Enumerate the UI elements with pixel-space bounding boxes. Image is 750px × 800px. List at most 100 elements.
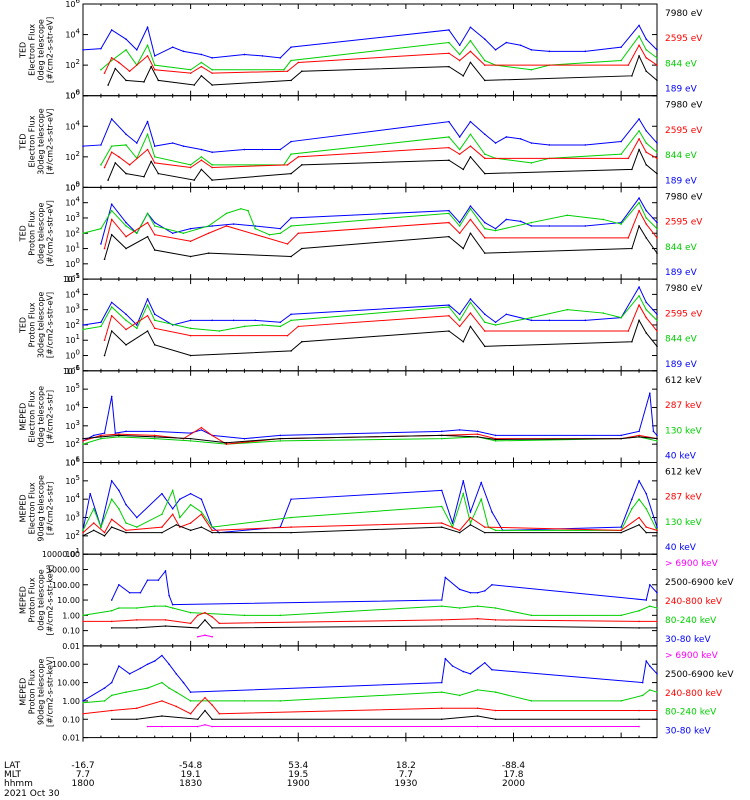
data-point xyxy=(448,235,450,238)
series-line xyxy=(82,286,658,326)
data-point xyxy=(189,492,192,495)
data-point xyxy=(645,38,648,40)
data-point xyxy=(153,233,156,236)
data-point xyxy=(638,138,640,140)
data-point xyxy=(164,625,167,627)
legend-entry: 240-800 keV xyxy=(665,597,723,607)
data-point xyxy=(645,599,648,601)
series-line xyxy=(82,201,658,236)
data-point xyxy=(469,26,472,29)
data-point xyxy=(82,443,84,445)
data-point xyxy=(656,330,658,332)
data-point xyxy=(110,627,113,629)
y-tick-label: 103 xyxy=(65,511,80,523)
x-tick-mlt: 19.1 xyxy=(181,770,201,780)
legend-entry: 130 keV xyxy=(665,426,702,436)
data-point xyxy=(161,526,163,528)
data-point xyxy=(207,232,210,235)
panel-5: 101 102 103 104 105 106 MEPED Electron Flux 0deg… xyxy=(19,364,703,468)
data-point xyxy=(125,144,127,146)
data-point xyxy=(279,148,282,151)
y-axis-label: 0deg telescope xyxy=(37,569,46,630)
data-point xyxy=(200,526,203,528)
data-point xyxy=(448,65,450,68)
data-point xyxy=(448,221,450,224)
data-point xyxy=(656,151,658,154)
data-point xyxy=(602,312,604,314)
data-point xyxy=(110,330,113,332)
data-point xyxy=(440,625,443,627)
data-point xyxy=(440,526,443,528)
data-point xyxy=(118,607,120,609)
y-tick-label: 106 xyxy=(65,89,80,101)
data-point xyxy=(82,701,84,704)
data-point xyxy=(638,524,640,526)
data-point xyxy=(484,133,486,136)
panel-8: 0.01 0.10 1.00 10.00 100.00 MEPED Proton Flux 9… xyxy=(19,645,734,743)
data-point xyxy=(136,627,138,629)
data-point xyxy=(638,725,640,728)
data-point xyxy=(125,225,127,227)
data-point xyxy=(100,437,102,440)
series-line xyxy=(82,24,658,59)
data-point xyxy=(476,725,479,728)
y-tick-label: 0.10 xyxy=(62,715,80,724)
y-tick-label: 104 xyxy=(65,287,80,299)
legend-entry: 7980 eV xyxy=(665,192,703,202)
data-point xyxy=(82,232,84,235)
data-point xyxy=(110,301,113,304)
data-point xyxy=(656,709,658,712)
data-point xyxy=(125,247,127,250)
data-point xyxy=(484,345,486,348)
legend-entry: 287 keV xyxy=(665,401,702,411)
data-point xyxy=(182,232,185,235)
data-point xyxy=(136,619,138,621)
data-point xyxy=(656,529,658,532)
data-point xyxy=(620,531,622,534)
data-point xyxy=(283,68,285,71)
data-point xyxy=(125,691,127,693)
data-point xyxy=(444,657,447,660)
data-point xyxy=(110,218,113,221)
data-point xyxy=(118,436,120,438)
data-point xyxy=(197,704,199,706)
data-point xyxy=(110,29,113,31)
x-tick-mlt: 17.8 xyxy=(503,770,523,780)
data-point xyxy=(645,130,648,132)
data-point xyxy=(92,522,95,524)
data-point xyxy=(548,50,551,53)
x-row-label-mlt: MLT xyxy=(4,770,22,780)
data-point xyxy=(110,681,113,684)
data-point xyxy=(548,319,551,322)
data-point xyxy=(290,46,292,48)
data-point xyxy=(458,694,461,697)
panel-frame xyxy=(82,278,658,372)
data-point xyxy=(189,334,192,337)
y-tick-label: 105 xyxy=(65,272,80,284)
data-point xyxy=(82,145,84,147)
y-tick-label: 104 xyxy=(65,492,80,504)
data-point xyxy=(656,440,658,442)
y-tick-label: 106 xyxy=(65,456,80,468)
data-point xyxy=(175,524,178,526)
data-point xyxy=(484,64,486,66)
x-tick-mlt: 7.7 xyxy=(399,770,413,780)
data-point xyxy=(211,179,213,181)
data-point xyxy=(243,53,246,56)
data-point xyxy=(469,591,472,594)
data-point xyxy=(645,301,648,304)
data-point xyxy=(476,667,479,670)
data-point xyxy=(440,522,443,524)
data-point xyxy=(82,440,84,442)
data-point xyxy=(110,203,113,205)
data-point xyxy=(290,526,292,528)
data-point xyxy=(530,225,533,227)
data-point xyxy=(161,531,163,534)
data-point xyxy=(627,64,630,66)
data-point xyxy=(103,687,106,689)
y-axis-label: MEPED xyxy=(19,403,28,431)
data-point xyxy=(440,619,443,621)
data-point xyxy=(638,498,640,500)
data-point xyxy=(125,172,127,175)
